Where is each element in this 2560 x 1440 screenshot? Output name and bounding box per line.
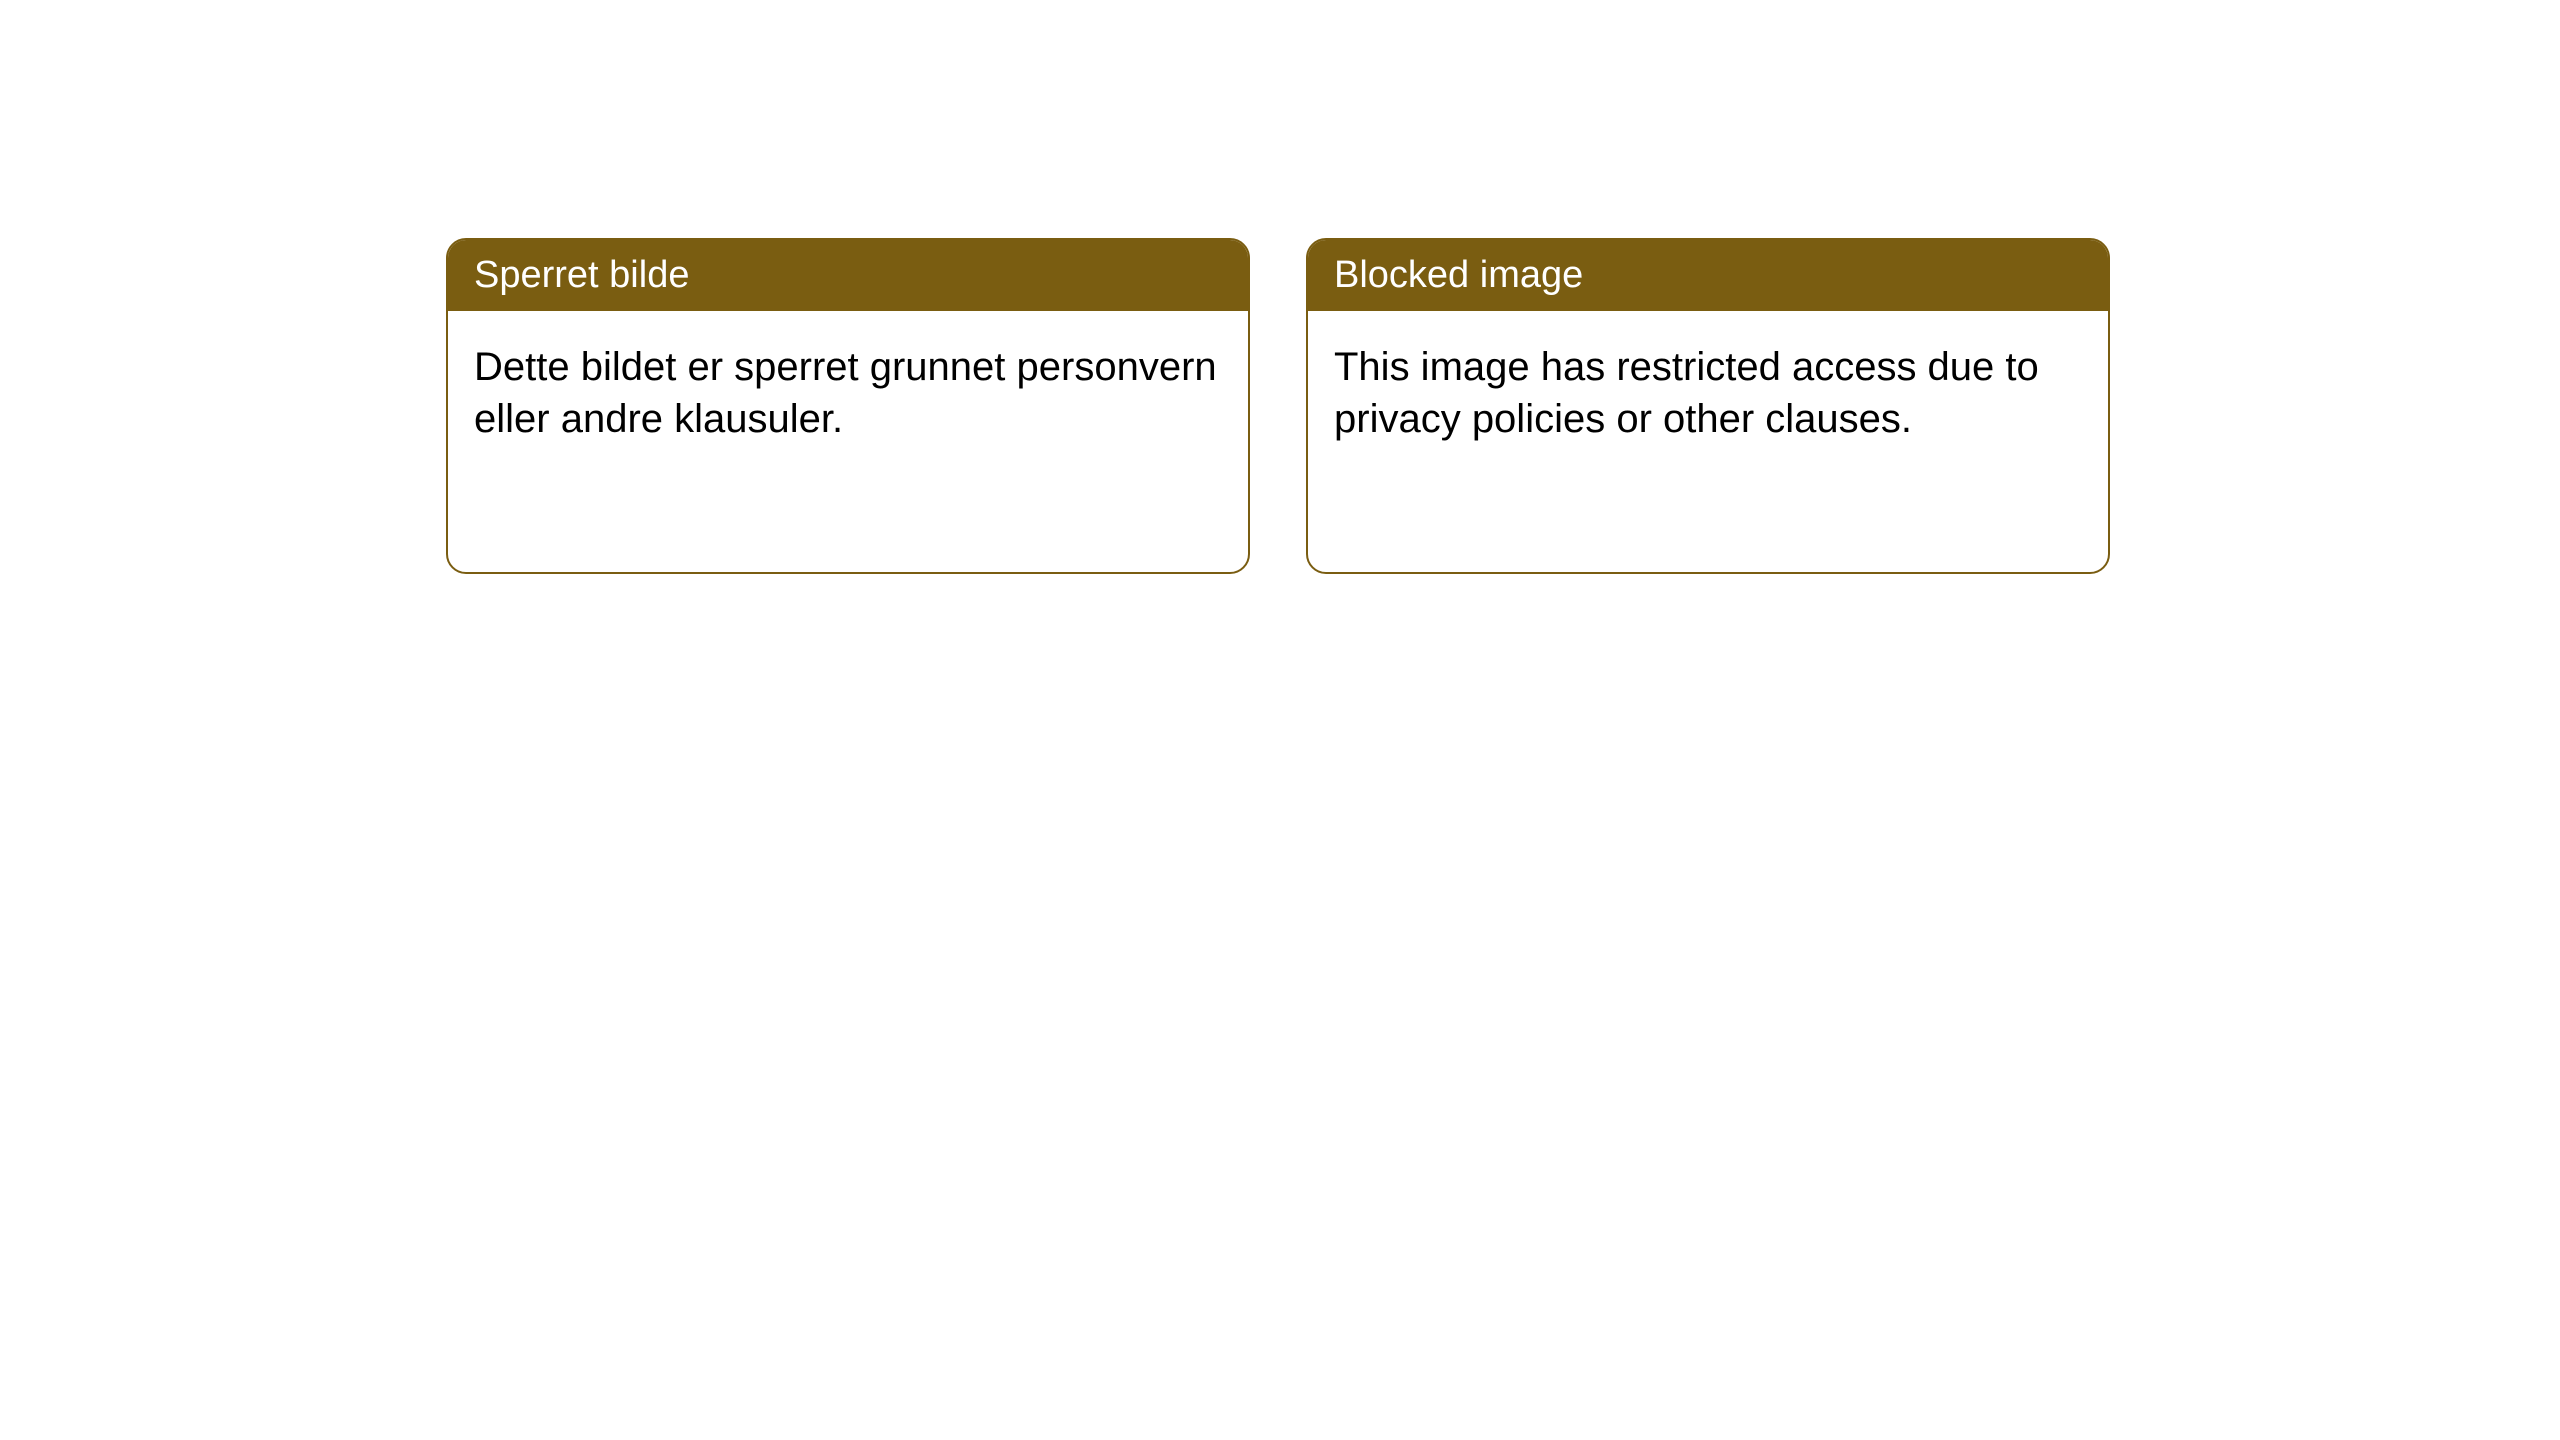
notice-title: Sperret bilde (474, 254, 689, 296)
notice-card-english: Blocked image This image has restricted … (1306, 238, 2110, 574)
notice-body: Dette bildet er sperret grunnet personve… (448, 311, 1248, 475)
notice-header: Blocked image (1308, 240, 2108, 311)
notice-body: This image has restricted access due to … (1308, 311, 2108, 475)
notice-card-norwegian: Sperret bilde Dette bildet er sperret gr… (446, 238, 1250, 574)
notice-title: Blocked image (1334, 254, 1583, 296)
notice-header: Sperret bilde (448, 240, 1248, 311)
notice-container: Sperret bilde Dette bildet er sperret gr… (0, 0, 2560, 574)
notice-message: This image has restricted access due to … (1334, 345, 2039, 441)
notice-message: Dette bildet er sperret grunnet personve… (474, 345, 1217, 441)
